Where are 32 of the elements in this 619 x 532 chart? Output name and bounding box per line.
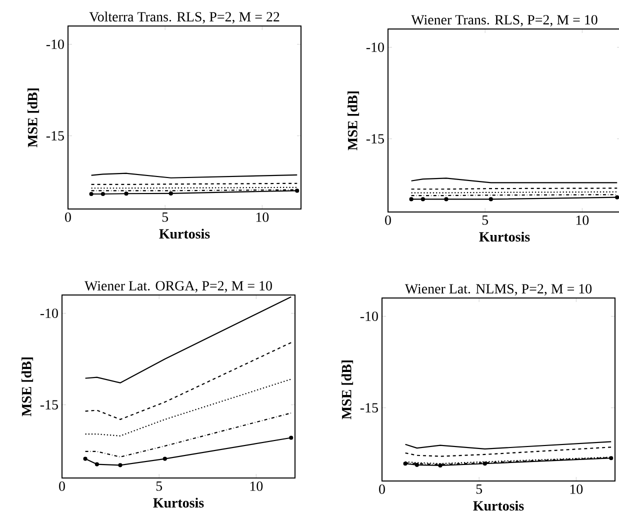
y-axis-title: MSE [dB] xyxy=(348,92,360,150)
x-tick-label: 0 xyxy=(385,216,391,225)
y-tick-label: -10 xyxy=(40,308,58,318)
x-tick-label: 10 xyxy=(256,212,269,222)
y-axis-title: MSE [dB] xyxy=(21,358,34,416)
x-tick-label: 0 xyxy=(65,212,71,222)
x-tick-label: 10 xyxy=(570,484,583,494)
chart-title: Wiener Lat. ORGA, P=2, M = 10 xyxy=(84,281,272,292)
x-tick-label: 5 xyxy=(162,212,168,222)
x-axis-title: Kurtosis xyxy=(153,498,204,508)
y-tick-label: -15 xyxy=(366,134,384,144)
x-tick-label: 0 xyxy=(379,484,385,494)
x-tick-label: 5 xyxy=(482,216,488,225)
x-axis-title: Kurtosis xyxy=(479,232,530,242)
y-tick-label: -15 xyxy=(40,400,58,410)
y-axis-title: MSE [dB] xyxy=(342,360,354,420)
x-tick-label: 10 xyxy=(250,482,263,491)
x-tick-label: 5 xyxy=(476,484,482,494)
y-tick-label: -10 xyxy=(46,40,64,50)
x-tick-label: 0 xyxy=(59,482,65,491)
y-tick-label: -15 xyxy=(46,131,64,140)
y-axis-title: MSE [dB] xyxy=(27,88,40,148)
y-tick-label: -10 xyxy=(360,312,378,322)
x-axis-title: Kurtosis xyxy=(159,228,210,239)
chart-title: Volterra Trans. RLS, P=2, M = 22 xyxy=(89,12,280,24)
x-tick-label: 5 xyxy=(156,482,162,491)
x-tick-label: 10 xyxy=(576,216,589,225)
chart-title: Wiener Lat. NLMS, P=2, M = 10 xyxy=(404,284,592,296)
y-tick-label: -15 xyxy=(360,403,378,412)
chart-title: Wiener Trans. RLS, P=2, M = 10 xyxy=(411,15,598,26)
x-axis-title: Kurtosis xyxy=(473,500,524,511)
y-tick-label: -10 xyxy=(366,42,384,52)
